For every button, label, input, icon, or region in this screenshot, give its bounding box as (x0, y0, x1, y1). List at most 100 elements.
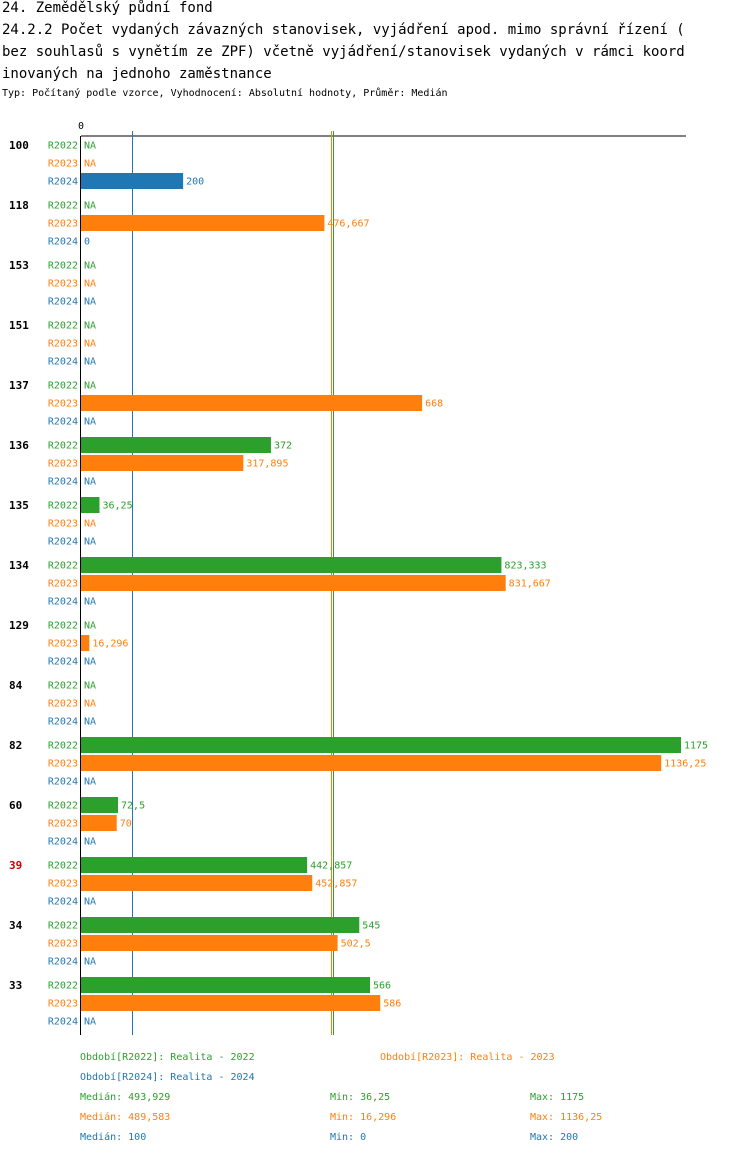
data-label-r2023-33: 586 (383, 999, 401, 1010)
data-label-r2024-33: NA (84, 1017, 96, 1028)
x-tick-label-0: 0 (78, 121, 84, 132)
series-label-r2023-34: R2023 (48, 939, 78, 950)
bar-r2022-60 (81, 797, 119, 813)
series-label-r2024-82: R2024 (48, 777, 78, 788)
data-label-r2024-135: NA (84, 537, 96, 548)
data-label-r2022-34: 545 (362, 921, 380, 932)
data-label-r2023-82: 1136,25 (664, 759, 706, 770)
series-label-r2022-151: R2022 (48, 321, 78, 332)
data-label-r2023-39: 452,857 (315, 879, 357, 890)
series-label-r2023-137: R2023 (48, 399, 78, 410)
bar-r2023-60 (81, 815, 117, 831)
data-label-r2024-118: 0 (84, 237, 90, 248)
series-label-r2022-134: R2022 (48, 561, 78, 572)
category-label-118: 118 (9, 199, 29, 212)
legend-max-r2023: Max: 1136,25 (530, 1112, 603, 1123)
data-label-r2024-129: NA (84, 657, 96, 668)
bar-r2022-82 (81, 737, 681, 753)
data-label-r2024-136: NA (84, 477, 96, 488)
category-label-84: 84 (9, 679, 23, 692)
series-label-r2022-34: R2022 (48, 921, 78, 932)
series-label-r2023-153: R2023 (48, 279, 78, 290)
data-label-r2023-118: 476,667 (327, 219, 369, 230)
series-label-r2023-136: R2023 (48, 459, 78, 470)
bar-r2023-134 (81, 575, 506, 591)
category-label-134: 134 (9, 559, 29, 572)
bar-r2023-33 (81, 995, 381, 1011)
data-label-r2023-135: NA (84, 519, 96, 530)
bar-r2023-34 (81, 935, 338, 951)
series-label-r2024-60: R2024 (48, 837, 78, 848)
series-label-r2024-84: R2024 (48, 717, 78, 728)
series-label-r2023-118: R2023 (48, 219, 78, 230)
legend-median-r2024: Medián: 100 (80, 1132, 147, 1143)
data-label-r2024-84: NA (84, 717, 96, 728)
data-label-r2023-34: 502,5 (341, 939, 371, 950)
series-label-r2022-84: R2022 (48, 681, 78, 692)
series-label-r2024-151: R2024 (48, 357, 78, 368)
series-label-r2023-100: R2023 (48, 159, 78, 170)
data-label-r2024-60: NA (84, 837, 96, 848)
data-label-r2024-151: NA (84, 357, 96, 368)
series-label-r2023-134: R2023 (48, 579, 78, 590)
series-label-r2023-151: R2023 (48, 339, 78, 350)
bar-r2022-34 (81, 917, 360, 933)
series-label-r2022-135: R2022 (48, 501, 78, 512)
series-label-r2023-33: R2023 (48, 999, 78, 1010)
chart-title-line-1: 24.2.2 Počet vydaných závazných stanovis… (2, 22, 685, 38)
bar-r2023-129 (81, 635, 90, 651)
legend-min-r2023: Min: 16,296 (330, 1112, 397, 1123)
data-label-r2023-100: NA (84, 159, 96, 170)
legend-min-r2024: Min: 0 (330, 1132, 367, 1143)
data-label-r2023-136: 317,895 (246, 459, 288, 470)
data-label-r2024-137: NA (84, 417, 96, 428)
data-label-r2023-129: 16,296 (92, 639, 128, 650)
bar-chart: 0 100 R2022 NA R2023 NA R2024 200 118 R2022 NA R202… (9, 121, 708, 1035)
bar-r2023-82 (81, 755, 662, 771)
data-label-r2023-84: NA (84, 699, 96, 710)
bar-r2023-136 (81, 455, 244, 471)
data-label-r2022-129: NA (84, 621, 96, 632)
category-label-129: 129 (9, 619, 29, 632)
category-label-33: 33 (9, 979, 22, 992)
series-label-r2024-137: R2024 (48, 417, 78, 428)
legend-min-r2022: Min: 36,25 (330, 1092, 391, 1103)
legend-period-r2023: Období[R2023]: Realita - 2023 (380, 1052, 555, 1063)
chart-title-line-3: inovaných na jednoho zaměstnance (2, 66, 272, 82)
data-label-r2022-134: 823,333 (504, 561, 546, 572)
series-label-r2023-129: R2023 (48, 639, 78, 650)
series-label-r2022-33: R2022 (48, 981, 78, 992)
category-label-136: 136 (9, 439, 29, 452)
bar-r2022-136 (81, 437, 271, 453)
data-label-r2022-151: NA (84, 321, 96, 332)
legend-period-r2022: Období[R2022]: Realita - 2022 (80, 1052, 255, 1063)
bar-r2024-100 (81, 173, 184, 189)
series-label-r2022-118: R2022 (48, 201, 78, 212)
series-label-r2024-136: R2024 (48, 477, 78, 488)
series-label-r2024-135: R2024 (48, 537, 78, 548)
bar-r2023-39 (81, 875, 313, 891)
series-label-r2022-137: R2022 (48, 381, 78, 392)
data-label-r2022-118: NA (84, 201, 96, 212)
data-label-r2022-136: 372 (274, 441, 292, 452)
data-label-r2022-33: 566 (373, 981, 391, 992)
category-label-60: 60 (9, 799, 22, 812)
series-label-r2022-136: R2022 (48, 441, 78, 452)
bar-r2023-137 (81, 395, 423, 411)
series-label-r2024-33: R2024 (48, 1017, 78, 1028)
category-label-39: 39 (9, 859, 22, 872)
series-label-r2022-60: R2022 (48, 801, 78, 812)
bar-r2023-118 (81, 215, 325, 231)
category-label-100: 100 (9, 139, 29, 152)
bar-r2022-33 (81, 977, 371, 993)
legend-median-r2023: Medián: 489,583 (80, 1112, 171, 1123)
series-label-r2023-82: R2023 (48, 759, 78, 770)
chart-section-title: 24. Zemědělský půdní fond (2, 0, 213, 16)
series-label-r2022-82: R2022 (48, 741, 78, 752)
legend-median-r2022: Medián: 493,929 (80, 1092, 171, 1103)
data-label-r2024-100: 200 (186, 177, 204, 188)
legend-max-r2024: Max: 200 (530, 1132, 579, 1143)
data-label-r2023-151: NA (84, 339, 96, 350)
data-label-r2022-82: 1175 (684, 741, 708, 752)
series-label-r2023-84: R2023 (48, 699, 78, 710)
